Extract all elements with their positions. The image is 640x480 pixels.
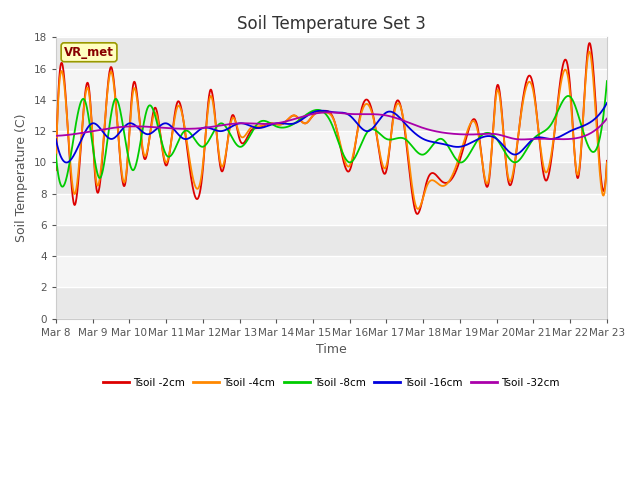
Tsoil -2cm	[586, 40, 593, 46]
Tsoil -32cm	[490, 131, 497, 137]
Tsoil -4cm	[414, 206, 422, 212]
Tsoil -4cm	[586, 49, 593, 55]
Tsoil -8cm	[175, 137, 182, 143]
Title: Soil Temperature Set 3: Soil Temperature Set 3	[237, 15, 426, 33]
Tsoil -4cm	[417, 201, 425, 207]
Tsoil -8cm	[603, 78, 611, 84]
Line: Tsoil -32cm: Tsoil -32cm	[56, 112, 607, 140]
Tsoil -8cm	[52, 152, 60, 157]
Bar	[56, 162, 607, 193]
Tsoil -32cm	[538, 136, 546, 142]
Tsoil -4cm	[175, 103, 182, 108]
Tsoil -4cm	[603, 159, 611, 165]
Tsoil -2cm	[175, 98, 182, 104]
Bar	[56, 131, 607, 162]
Tsoil -2cm	[236, 138, 244, 144]
Tsoil -2cm	[52, 168, 60, 173]
Line: Tsoil -16cm: Tsoil -16cm	[56, 103, 607, 163]
Tsoil -16cm	[490, 134, 497, 140]
Line: Tsoil -4cm: Tsoil -4cm	[56, 52, 607, 209]
Tsoil -16cm	[52, 136, 60, 142]
X-axis label: Time: Time	[316, 343, 347, 356]
Tsoil -8cm	[237, 144, 244, 150]
Tsoil -4cm	[490, 126, 497, 132]
Tsoil -2cm	[538, 160, 546, 166]
Tsoil -16cm	[161, 120, 169, 126]
Tsoil -2cm	[417, 203, 425, 208]
Tsoil -4cm	[161, 158, 169, 164]
Tsoil -32cm	[417, 124, 425, 130]
Line: Tsoil -2cm: Tsoil -2cm	[56, 43, 607, 214]
Bar	[56, 69, 607, 100]
Bar	[56, 225, 607, 256]
Tsoil -8cm	[58, 184, 66, 190]
Bar	[56, 193, 607, 225]
Tsoil -8cm	[538, 130, 546, 135]
Tsoil -2cm	[161, 161, 169, 167]
Bar	[56, 100, 607, 131]
Tsoil -16cm	[63, 160, 70, 166]
Line: Tsoil -8cm: Tsoil -8cm	[56, 81, 607, 187]
Tsoil -16cm	[603, 100, 611, 106]
Text: VR_met: VR_met	[64, 46, 114, 59]
Bar	[56, 37, 607, 69]
Tsoil -16cm	[538, 134, 546, 140]
Tsoil -4cm	[538, 154, 546, 160]
Tsoil -16cm	[237, 120, 244, 126]
Tsoil -16cm	[175, 132, 182, 138]
Bar	[56, 256, 607, 288]
Tsoil -32cm	[236, 120, 244, 126]
Legend: Tsoil -2cm, Tsoil -4cm, Tsoil -8cm, Tsoil -16cm, Tsoil -32cm: Tsoil -2cm, Tsoil -4cm, Tsoil -8cm, Tsoi…	[99, 374, 564, 392]
Tsoil -32cm	[52, 133, 60, 139]
Tsoil -8cm	[161, 150, 169, 156]
Tsoil -4cm	[52, 163, 60, 168]
Tsoil -2cm	[603, 158, 611, 164]
Tsoil -8cm	[417, 152, 425, 157]
Tsoil -8cm	[490, 132, 497, 138]
Tsoil -32cm	[325, 109, 333, 115]
Tsoil -16cm	[417, 135, 425, 141]
Tsoil -2cm	[490, 124, 497, 130]
Tsoil -2cm	[413, 211, 421, 217]
Tsoil -32cm	[161, 125, 169, 131]
Tsoil -32cm	[175, 126, 182, 132]
Tsoil -32cm	[603, 116, 611, 121]
Tsoil -4cm	[236, 132, 244, 138]
Y-axis label: Soil Temperature (C): Soil Temperature (C)	[15, 114, 28, 242]
Bar	[56, 288, 607, 319]
Tsoil -32cm	[518, 137, 526, 143]
